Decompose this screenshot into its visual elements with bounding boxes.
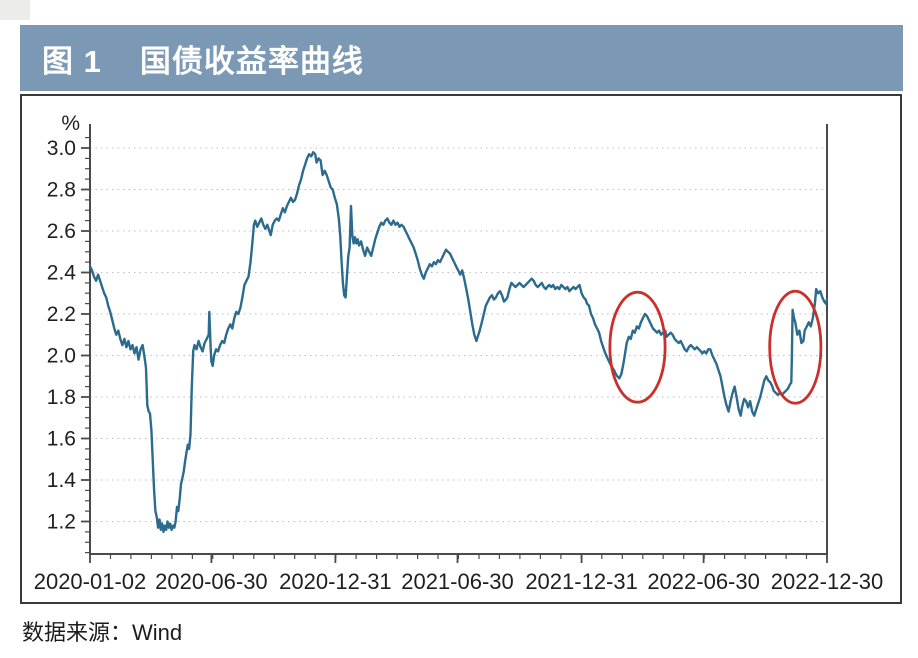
y-tick-label: 2.2: [47, 303, 76, 326]
x-tick-label: 2020-01-02: [34, 569, 147, 594]
series-line-yield: [88, 151, 829, 534]
y-tick-label: 2.8: [47, 179, 76, 202]
x-tick-label: 2020-06-30: [155, 569, 268, 594]
x-tick-label: 2022-06-30: [647, 569, 760, 594]
data-source: 数据来源：Wind: [22, 620, 183, 645]
y-tick-label: 1.8: [47, 386, 76, 409]
y-tick-label: 2.4: [47, 262, 77, 285]
chart-svg: 2020-01-02 2020-06-30 2020-12-31 2021-06-30…: [34, 112, 884, 594]
figure-title: 国债收益率曲线: [139, 43, 364, 79]
y-tick-label: 1.6: [47, 428, 76, 451]
x-tick-label: 2021-06-30: [401, 569, 514, 594]
y-tick-label: 1.4: [47, 469, 77, 492]
annotation-ellipse-1: [608, 290, 667, 404]
chart-panel: 2020-01-02 2020-06-30 2020-12-31 2021-06-30…: [20, 94, 902, 604]
annotation-ellipse-2: [768, 289, 823, 405]
y-axis-unit-label: %: [61, 112, 80, 135]
y-tick-label: 3.0: [47, 137, 76, 160]
y-tick-label: 2.0: [47, 345, 76, 368]
y-tick-label: 1.2: [47, 511, 76, 534]
figure-title-bar: 图 1 国债收益率曲线: [20, 25, 903, 91]
figure-number: 图 1: [42, 43, 102, 79]
scan-artifact: [0, 0, 30, 20]
y-tick-label: 2.6: [47, 220, 76, 243]
x-tick-label: 2022-12-30: [771, 569, 884, 594]
x-tick-label: 2021-12-31: [525, 569, 638, 594]
x-tick-label: 2020-12-31: [279, 569, 392, 594]
